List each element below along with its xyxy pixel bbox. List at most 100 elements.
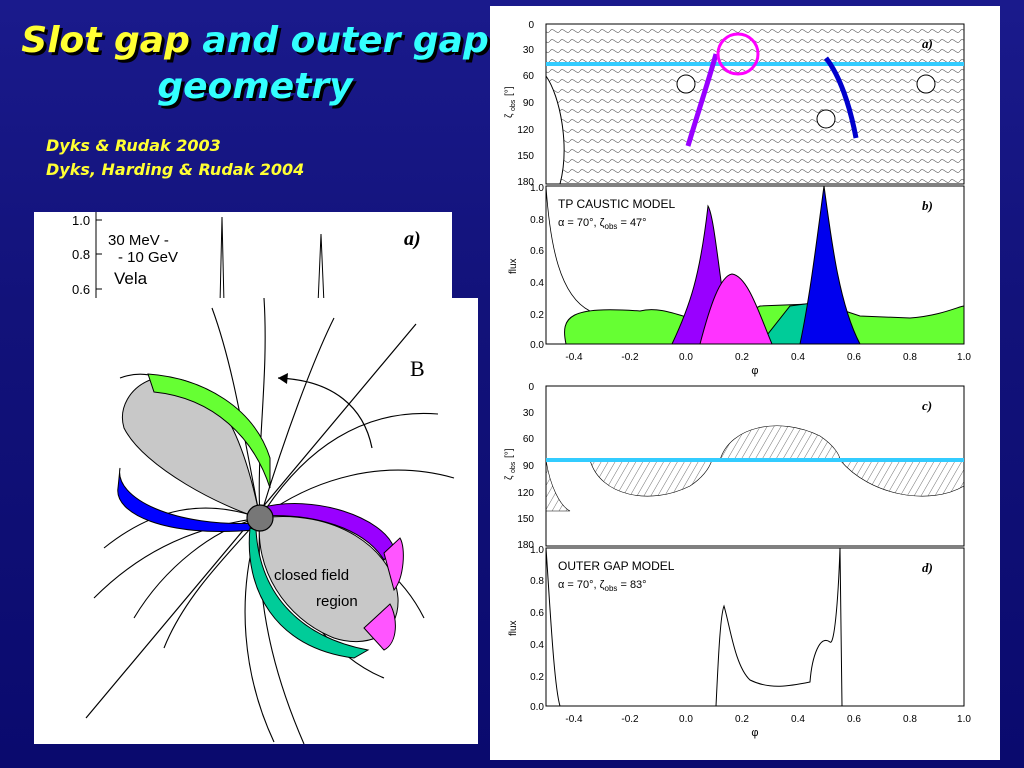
slide-title: Slot gap and outer gap geometry [10,18,500,110]
vela-inset-panel: 1.0 0.8 0.6 30 MeV - - 10 GeV Vela a) [34,212,452,305]
model-figure-svg: a) 0 30 60 90 120 150 180 ζ obs [°] TP C… [504,20,971,739]
c-zeta-unit: [°] [504,448,515,458]
title-slot-gap: Slot gap [21,20,190,61]
caustic-circle [716,32,760,76]
c-ytick-120: 120 [517,488,534,499]
magenta-gap-upper-right [383,537,404,592]
c-ytick-0: 0 [528,382,534,393]
c-zeta: ζ [504,475,515,480]
panel-a-skymap: a) [545,23,965,185]
reference-1: Dyks & Rudak 2003 [46,136,221,155]
a-ytick-90: 90 [523,98,535,109]
panel-d-ylabel: flux [508,620,519,636]
panel-b-lightcurve: TP CAUSTIC MODEL α = 70°, ζobs = 47° b) [545,185,965,345]
inset-energy-1: 30 MeV - [108,232,169,249]
d-xtick-08: 0.8 [903,714,917,725]
b-xtick-00: 0.0 [679,352,693,363]
inset-ytick-1: 1.0 [72,213,90,228]
panel-a-ylabel: ζ obs [°] [504,86,517,118]
b-ytick-08: 0.8 [530,215,544,226]
c-zeta-sub: obs [510,461,517,473]
magenta-peak [699,273,773,345]
panel-c-ylabel: ζ obs [°] [504,448,517,480]
d-xtick-m02: -0.2 [621,714,639,725]
rotation-arc [277,377,373,449]
references: Dyks & Rudak 2003 Dyks, Harding & Rudak … [46,134,304,182]
field-label-b: B [410,356,425,381]
panel-b-label: b) [922,198,933,213]
d-xtick-06: 0.6 [847,714,861,725]
title-geometry: geometry [157,66,353,107]
model-comparison-figure: a) 0 30 60 90 120 150 180 ζ obs [°] TP C… [490,6,1000,760]
outer-gap-curve [545,547,843,707]
a-ytick-30: 30 [523,45,535,56]
inset-energy-2: - 10 GeV [118,249,178,266]
d-ytick-02: 0.2 [530,672,544,683]
d-xtick-10: 1.0 [957,714,971,725]
reference-2: Dyks, Harding & Rudak 2004 [46,160,305,179]
d-ytick-1: 1.0 [530,545,544,556]
a-ytick-120: 120 [517,125,534,136]
b-xtick-m02: -0.2 [621,352,639,363]
panel-d-lightcurve: OUTER GAP MODEL α = 70°, ζobs = 83° d) [545,547,965,707]
inset-ytick-3: 0.6 [72,282,90,297]
panel-b-xlabel: φ [751,365,758,377]
panel-c-yticks: 0 30 60 90 120 150 180 [517,382,534,551]
purple-caustic [685,53,719,147]
b-xtick-02: 0.2 [735,352,749,363]
a-zeta-unit: [°] [504,86,515,96]
c-ytick-180: 180 [517,540,534,551]
blue-caustic [824,56,859,139]
title-outer-gap: and outer gap [202,20,489,61]
c-ytick-60: 60 [523,434,535,445]
d-xtick-00: 0.0 [679,714,693,725]
inset-source: Vela [114,269,148,288]
green-gap-upper [147,373,271,489]
d-ytick-06: 0.6 [530,608,544,619]
c-ytick-150: 150 [517,514,534,525]
d-ytick-00: 0.0 [530,702,544,713]
panel-d-yticks: 1.0 0.8 0.6 0.4 0.2 0.0 [530,545,544,713]
magnetosphere-svg: B closed field region [85,297,455,745]
panel-d-model: OUTER GAP MODEL [558,559,675,573]
d-xtick-02: 0.2 [735,714,749,725]
magenta-gap-lower-right [363,603,396,651]
d-ytick-04: 0.4 [530,640,544,651]
vela-inset-plot: 1.0 0.8 0.6 30 MeV - - 10 GeV Vela a) [72,212,421,305]
b-ytick-02: 0.2 [530,310,544,321]
b-xtick-08: 0.8 [903,352,917,363]
b-xtick-04: 0.4 [791,352,805,363]
b-ytick-04: 0.4 [530,278,544,289]
c-ytick-30: 30 [523,408,535,419]
b-xtick-m04: -0.4 [565,352,583,363]
panel-b-ylabel: flux [508,258,519,274]
teal-gap-lower [248,527,370,659]
panel-c-label: c) [922,398,932,413]
a-zeta: ζ [504,113,515,118]
inset-panel-label: a) [404,228,421,250]
region-label-1: closed field [274,567,349,584]
panel-b-xticks: -0.4 -0.2 0.0 0.2 0.4 0.6 0.8 1.0 [565,352,971,363]
a-zeta-sub: obs [510,99,517,111]
panel-b-params: α = 70°, ζobs = 47° [558,217,647,231]
a-ytick-60: 60 [523,71,535,82]
d-xtick-04: 0.4 [791,714,805,725]
b-ytick-06: 0.6 [530,246,544,257]
rotation-arrowhead [278,373,288,384]
panel-b-yticks: 1.0 0.8 0.6 0.4 0.2 0.0 [530,183,544,351]
inset-ytick-2: 0.8 [72,247,90,262]
neutron-star [246,504,274,532]
blue-peak [799,185,861,345]
panel-b-model: TP CAUSTIC MODEL [558,197,675,211]
d-xtick-m04: -0.4 [565,714,583,725]
d-ytick-08: 0.8 [530,576,544,587]
b-xtick-10: 1.0 [957,352,971,363]
b-ytick-1: 1.0 [530,183,544,194]
panel-c-skymap: c) [545,385,965,547]
panel-d-params: α = 70°, ζobs = 83° [558,579,647,593]
panel-d-label: d) [922,560,933,575]
region-label-2: region [316,593,358,610]
a-ytick-180: 180 [517,177,534,188]
c-ytick-90: 90 [523,461,535,472]
b-ytick-00: 0.0 [530,340,544,351]
